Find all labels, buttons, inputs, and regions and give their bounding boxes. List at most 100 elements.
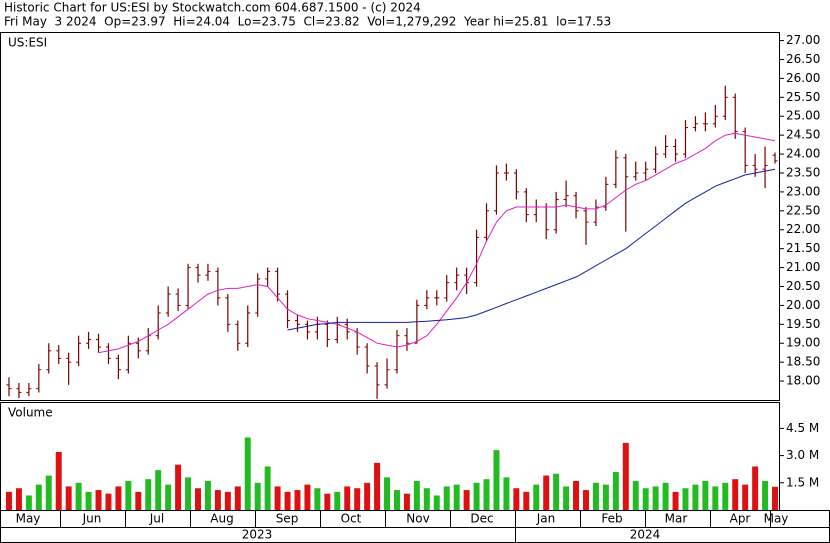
year-label: 2024 bbox=[630, 528, 661, 542]
volume-bar bbox=[493, 450, 500, 510]
volume-bar bbox=[35, 484, 42, 510]
month-label: Dec bbox=[470, 512, 493, 526]
price-panel bbox=[0, 32, 780, 401]
volume-bar bbox=[742, 484, 749, 510]
volume-tick-label: 1.5 M bbox=[786, 475, 819, 489]
volume-bar bbox=[692, 484, 699, 510]
y-tick-label: 21.00 bbox=[786, 260, 820, 274]
y-tick-label: 20.00 bbox=[786, 298, 820, 312]
volume-bar bbox=[453, 484, 460, 510]
volume-bar bbox=[712, 486, 719, 510]
month-label: Jun bbox=[82, 512, 102, 526]
volume-tick-label: 3.0 M bbox=[786, 448, 819, 462]
volume-bar bbox=[264, 466, 271, 510]
volume-bar bbox=[413, 480, 420, 510]
month-label: Jan bbox=[536, 512, 556, 526]
volume-bar bbox=[503, 477, 510, 510]
moving-average bbox=[287, 168, 776, 331]
volume-bar bbox=[274, 486, 281, 510]
volume-bar bbox=[384, 477, 391, 510]
volume-bar bbox=[592, 482, 599, 510]
volume-bar bbox=[752, 466, 759, 510]
volume-bar bbox=[334, 491, 341, 510]
volume-bar bbox=[772, 486, 779, 510]
volume-bar bbox=[224, 491, 231, 510]
volume-bar bbox=[25, 495, 32, 510]
volume-bar bbox=[473, 482, 480, 510]
y-tick-label: 21.50 bbox=[786, 241, 820, 255]
volume-bar bbox=[423, 488, 430, 510]
volume-bar bbox=[732, 479, 739, 510]
volume-bar bbox=[344, 486, 351, 510]
y-tick-label: 18.00 bbox=[786, 374, 820, 388]
volume-bar bbox=[284, 491, 291, 510]
y-tick-label: 24.50 bbox=[786, 128, 820, 142]
volume-bar bbox=[55, 451, 62, 510]
volume-bar bbox=[682, 488, 689, 510]
volume-bar bbox=[443, 486, 450, 510]
volume-bar bbox=[433, 495, 440, 510]
volume-bar bbox=[234, 486, 241, 510]
moving-average bbox=[98, 132, 776, 354]
volume-bar bbox=[463, 490, 470, 510]
volume-bar bbox=[513, 488, 520, 510]
y-tick-label: 19.50 bbox=[786, 317, 820, 331]
volume-bar bbox=[15, 488, 22, 510]
volume-bar bbox=[602, 484, 609, 510]
volume-bar bbox=[304, 484, 311, 510]
month-label: Feb bbox=[601, 512, 622, 526]
volume-bar bbox=[185, 477, 192, 510]
symbol-label: US:ESI bbox=[8, 36, 47, 50]
month-label: Sep bbox=[276, 512, 299, 526]
year-label: 2023 bbox=[242, 528, 273, 542]
volume-bar bbox=[214, 490, 221, 510]
volume-bar bbox=[403, 493, 410, 510]
volume-bar bbox=[204, 480, 211, 510]
y-tick-label: 18.50 bbox=[786, 355, 820, 369]
volume-label: Volume bbox=[8, 406, 53, 420]
volume-bar bbox=[533, 484, 540, 510]
y-tick-label: 25.50 bbox=[786, 90, 820, 104]
volume-bar bbox=[374, 462, 381, 510]
y-tick-label: 19.00 bbox=[786, 336, 820, 350]
y-tick-label: 25.00 bbox=[786, 109, 820, 123]
volume-bar bbox=[573, 480, 580, 510]
volume-bar bbox=[354, 488, 361, 510]
volume-bar bbox=[105, 493, 112, 510]
month-label: May bbox=[764, 512, 789, 526]
chart-title: Historic Chart for US:ESI by Stockwatch.… bbox=[4, 1, 421, 15]
volume-bar bbox=[165, 484, 172, 510]
y-tick-label: 26.00 bbox=[786, 71, 820, 85]
volume-bar bbox=[523, 491, 530, 510]
volume-bar bbox=[642, 488, 649, 510]
month-label: Aug bbox=[210, 512, 233, 526]
y-tick-label: 23.50 bbox=[786, 165, 820, 179]
y-tick-label: 20.50 bbox=[786, 279, 820, 293]
y-tick-label: 24.00 bbox=[786, 147, 820, 161]
volume-bar bbox=[702, 480, 709, 510]
volume-tick-label: 4.5 M bbox=[786, 421, 819, 435]
volume-bar bbox=[622, 442, 629, 510]
volume-bar bbox=[195, 488, 201, 510]
volume-bar bbox=[314, 488, 321, 510]
volume-bar bbox=[364, 482, 371, 510]
volume-bar bbox=[632, 480, 639, 510]
volume-bar bbox=[5, 491, 12, 510]
volume-bar bbox=[125, 480, 132, 510]
volume-bar bbox=[722, 482, 729, 510]
month-label: Nov bbox=[406, 512, 429, 526]
volume-bar bbox=[672, 491, 679, 510]
volume-bar bbox=[254, 482, 261, 510]
volume-bar bbox=[175, 464, 182, 510]
volume-bar bbox=[294, 490, 301, 510]
volume-bar bbox=[662, 482, 669, 510]
volume-bar bbox=[612, 471, 619, 510]
volume-bar bbox=[543, 475, 550, 510]
volume-bar bbox=[553, 473, 560, 510]
volume-bar bbox=[583, 490, 589, 510]
y-tick-label: 27.00 bbox=[786, 33, 820, 47]
y-tick-label: 23.00 bbox=[786, 184, 820, 198]
month-label: Jul bbox=[149, 512, 164, 526]
